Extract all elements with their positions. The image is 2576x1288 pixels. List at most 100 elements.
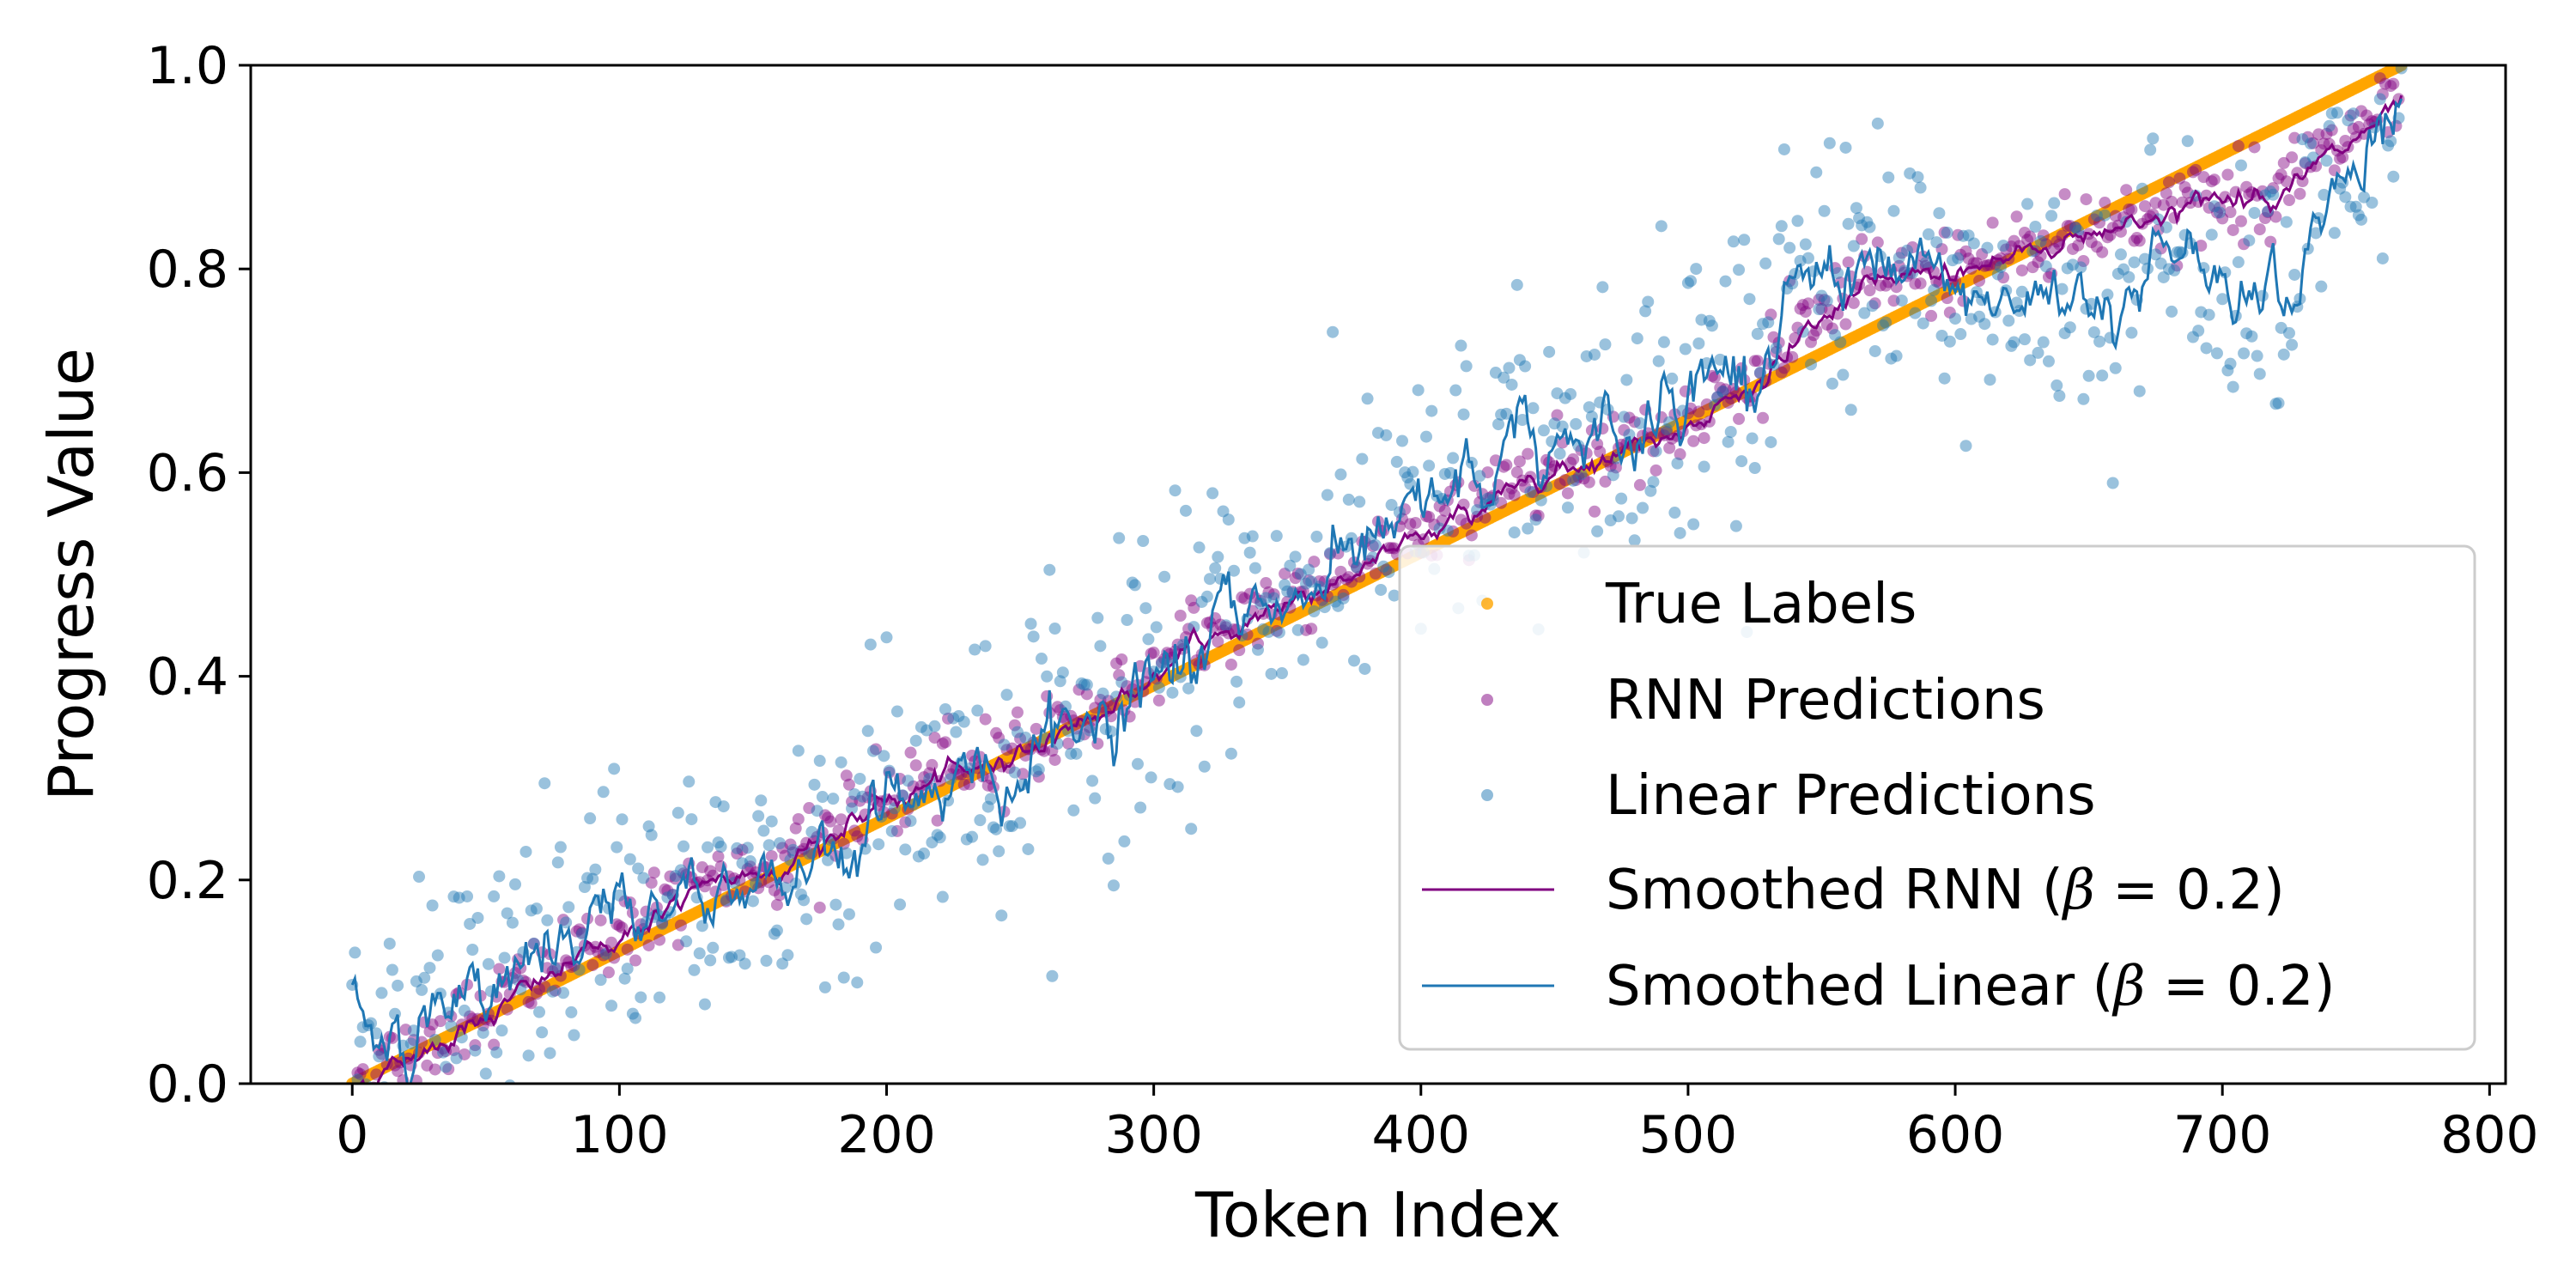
rnn-prediction-point (2202, 201, 2215, 214)
rnn-prediction-point (1062, 737, 1075, 750)
rnn-prediction-point (1943, 306, 1956, 319)
linear-prediction-point (1094, 640, 1107, 653)
rnn-prediction-point (835, 813, 848, 826)
linear-prediction-point (1866, 300, 1879, 313)
y-tick-label: 0.2 (147, 851, 228, 911)
linear-prediction-point (1262, 625, 1275, 638)
linear-prediction-point (685, 813, 698, 826)
rnn-prediction-point (1017, 768, 1030, 781)
linear-prediction-point (822, 854, 835, 866)
linear-prediction-point (2277, 348, 2290, 361)
linear-prediction-point (1534, 494, 1547, 507)
legend: True Labels RNN Predictions Linear Predi… (1398, 544, 2476, 1051)
linear-prediction-point (1289, 550, 1302, 563)
linear-prediction-point (488, 890, 501, 902)
rnn-prediction-point (837, 837, 850, 850)
linear-prediction-point (846, 802, 859, 815)
linear-prediction-point (2232, 256, 2245, 269)
linear-prediction-point (2077, 392, 2090, 405)
linear-prediction-point (1086, 775, 1099, 787)
linear-prediction-point (373, 1050, 386, 1063)
linear-prediction-point (1281, 585, 1294, 598)
linear-prediction-point (1065, 747, 1078, 760)
linear-prediction-point (1567, 474, 1580, 487)
rnn-prediction-point (1212, 635, 1224, 648)
linear-prediction-point (632, 862, 645, 875)
linear-prediction-point (1685, 275, 1698, 288)
rnn-prediction-point (1893, 259, 1905, 272)
linear-prediction-point (2342, 114, 2354, 127)
y-axis-title: Progress Value (35, 348, 107, 801)
linear-prediction-point (1097, 687, 1109, 700)
linear-prediction-point (1681, 276, 1694, 289)
linear-prediction-point (2050, 379, 2063, 392)
rnn-prediction-point (365, 1091, 377, 1103)
rnn-prediction-point (611, 918, 623, 931)
rnn-prediction-point (1233, 644, 1246, 657)
rnn-prediction-point (1647, 445, 1660, 458)
linear-prediction-point (1893, 252, 1905, 264)
linear-prediction-point (1332, 599, 1345, 612)
linear-prediction-point (498, 951, 511, 964)
linear-prediction-point (1589, 348, 1601, 361)
linear-prediction-point (1222, 513, 1235, 526)
linear-prediction-point (1748, 462, 1761, 475)
linear-prediction-point (1152, 681, 1165, 694)
linear-prediction-point (413, 871, 426, 884)
linear-prediction-point (702, 841, 714, 854)
linear-prediction-point (1815, 289, 1828, 302)
linear-prediction-point (781, 949, 794, 962)
linear-prediction-point (2354, 213, 2367, 226)
rnn-prediction-point (851, 830, 864, 843)
linear-prediction-point (1294, 568, 1307, 580)
linear-prediction-point (2310, 227, 2323, 240)
rnn-prediction-point (1751, 355, 1764, 368)
linear-prediction-point (1128, 579, 1141, 592)
rnn-prediction-point (442, 1063, 455, 1076)
linear-prediction-point (1166, 686, 1179, 699)
linear-prediction-point (605, 999, 618, 1012)
linear-prediction-point (1922, 228, 1935, 240)
rnn-prediction-point (1567, 453, 1580, 465)
linear-prediction-point (410, 975, 422, 987)
rnn-prediction-point (1423, 510, 1436, 523)
linear-prediction-point (431, 949, 444, 962)
linear-prediction-point (1375, 583, 1388, 596)
linear-prediction-point (1230, 675, 1243, 688)
rnn-prediction-point (2130, 232, 2143, 245)
linear-prediction-point (445, 1020, 458, 1033)
linear-prediction-point (1716, 385, 1729, 398)
rnn-prediction-point (1008, 719, 1021, 732)
linear-prediction-point (471, 911, 484, 924)
rnn-prediction-point (2123, 203, 2136, 216)
rnn-prediction-point (1455, 513, 1467, 526)
rnn-prediction-point (2178, 180, 2191, 193)
linear-prediction-point (1198, 760, 1211, 773)
linear-prediction-point (920, 724, 933, 737)
rnn-prediction-point (1748, 355, 1761, 368)
linear-prediction-point (1273, 626, 1285, 639)
linear-prediction-point (736, 857, 749, 870)
linear-prediction-point (1089, 792, 1102, 805)
rnn-prediction-point (1868, 297, 1881, 310)
rnn-prediction-point (1674, 448, 1686, 461)
linear-prediction-point (1185, 823, 1198, 835)
linear-prediction-point (1150, 621, 1163, 634)
rnn-prediction-point (530, 987, 543, 1000)
linear-prediction-point (482, 957, 495, 970)
linear-prediction-point (1492, 418, 1505, 431)
linear-prediction-point (1553, 447, 1566, 460)
linear-prediction-point (1735, 455, 1748, 468)
rnn-prediction-point (2133, 234, 2146, 247)
linear-prediction-point (1757, 318, 1770, 331)
linear-prediction-point (2015, 285, 2028, 298)
rnn-prediction-point (594, 914, 607, 927)
rnn-prediction-point (1522, 447, 1534, 460)
linear-prediction-point (2318, 188, 2330, 201)
linear-prediction-point (2288, 268, 2301, 281)
rnn-prediction-point (2227, 223, 2239, 236)
linear-prediction-point (755, 794, 768, 807)
rnn-prediction-point (870, 743, 883, 756)
linear-prediction-point (1794, 254, 1807, 267)
linear-prediction-point (2280, 216, 2293, 228)
